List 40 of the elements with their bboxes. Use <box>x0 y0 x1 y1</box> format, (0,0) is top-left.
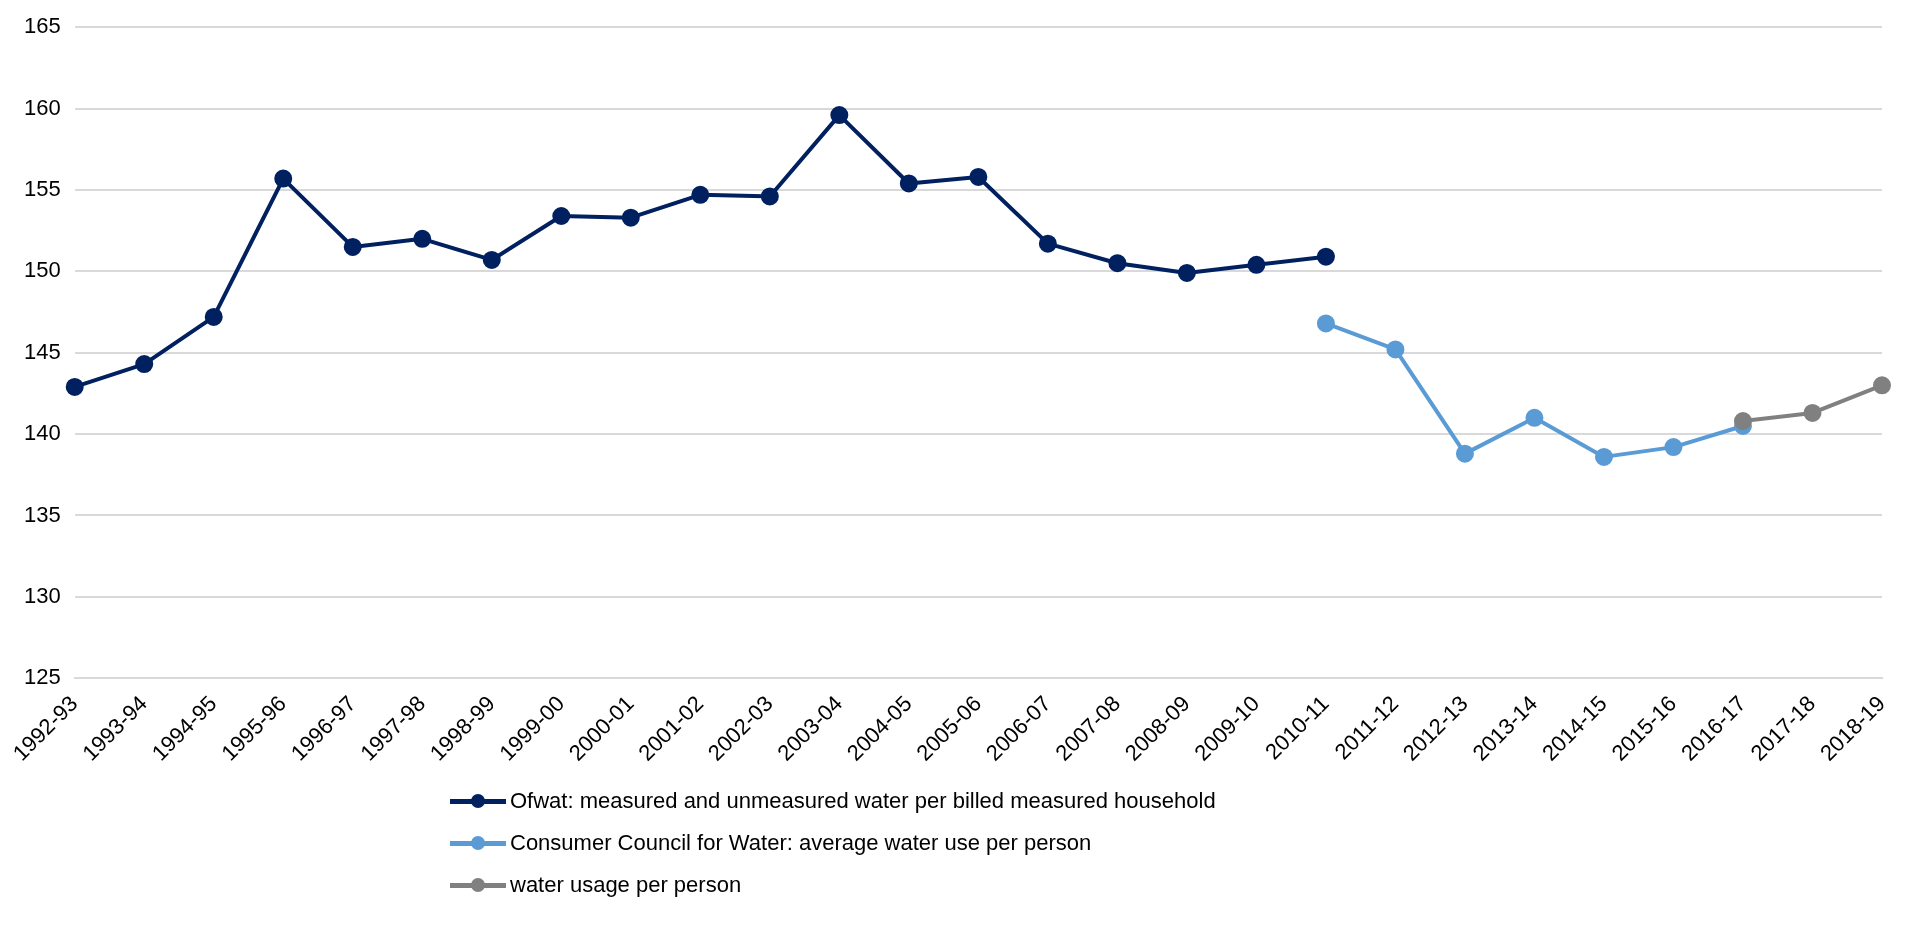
point <box>135 355 154 374</box>
point <box>1316 314 1335 333</box>
point <box>760 187 779 206</box>
point <box>413 229 432 248</box>
y-tick-label: 135 <box>23 501 61 527</box>
point <box>1525 408 1544 427</box>
point <box>552 207 571 225</box>
legend-label: water usage per person <box>510 872 742 898</box>
point <box>1316 247 1335 266</box>
y-tick-label: 125 <box>23 664 61 690</box>
y-tick-label: 155 <box>23 176 61 202</box>
point <box>1247 255 1266 274</box>
point <box>274 169 293 188</box>
point <box>969 167 988 186</box>
point <box>1038 234 1057 253</box>
y-tick-label: 145 <box>23 338 61 364</box>
y-tick-label: 150 <box>23 257 61 283</box>
point <box>1455 444 1474 463</box>
point <box>1177 263 1196 282</box>
y-tick-label: 160 <box>23 94 61 120</box>
point <box>1873 376 1891 395</box>
legend-label: Ofwat: measured and unmeasured water per billed measured household <box>510 788 1216 814</box>
point <box>343 237 362 256</box>
y-tick-label: 130 <box>23 582 61 608</box>
point <box>65 377 84 396</box>
point <box>482 250 501 269</box>
point <box>1594 447 1613 466</box>
point <box>691 185 710 204</box>
point <box>1386 340 1405 359</box>
point <box>899 174 918 193</box>
point <box>621 208 640 227</box>
y-tick-label: 165 <box>23 13 61 39</box>
point <box>1108 254 1127 273</box>
y-tick-label: 140 <box>23 420 61 446</box>
point <box>830 106 849 125</box>
point <box>1733 412 1752 431</box>
legend-label: Consumer Council for Water: average water use per person <box>510 830 1092 856</box>
point <box>204 307 223 326</box>
point <box>1803 403 1822 422</box>
point <box>1664 438 1683 457</box>
